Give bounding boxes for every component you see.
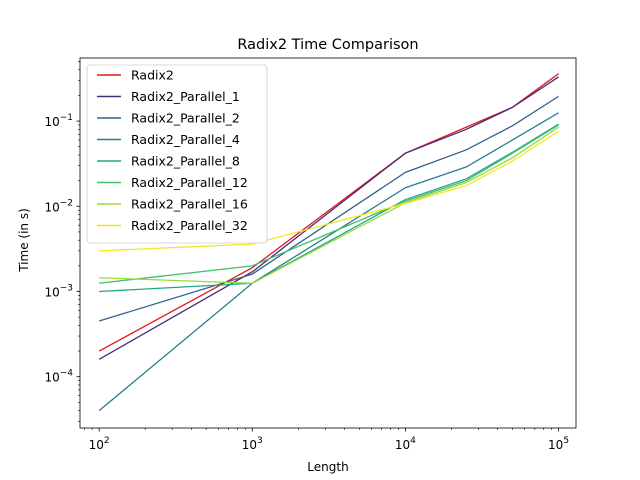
x-tick-label-2: 104	[395, 436, 416, 452]
x-tick-label-1: 103	[242, 436, 263, 452]
legend: Radix2 Radix2_Parallel_1 Radix2_Parallel_2…	[86, 64, 268, 244]
y-tick-label-2: 10−2	[44, 198, 73, 214]
series-line-6	[99, 126, 559, 284]
legend-entry-2: Radix2_Parallel_2	[131, 111, 240, 126]
series-line-1	[98, 76, 559, 360]
legend-entry-4: Radix2_Parallel_8	[131, 154, 240, 169]
legend-entry-7: Radix2_Parallel_32	[131, 218, 248, 233]
series-layer	[98, 73, 559, 412]
x-axis-label: Length	[307, 460, 348, 474]
series-line-5	[99, 124, 559, 284]
legend-entry-1: Radix2_Parallel_1	[131, 89, 240, 104]
legend-entry-0: Radix2	[131, 68, 174, 83]
y-axis-label: Time (in s)	[17, 208, 31, 273]
plot-frame	[79, 57, 577, 429]
chart-title: Radix2 Time Comparison	[237, 37, 418, 53]
x-tick-label-0: 102	[89, 436, 110, 452]
legend-entry-5: Radix2_Parallel_12	[131, 175, 248, 190]
x-tick-label-3: 105	[548, 436, 569, 452]
legend-entry-6: Radix2_Parallel_16	[131, 197, 248, 212]
legend-box	[86, 64, 268, 244]
y-tick-label-1: 10−3	[44, 283, 73, 299]
legend-entry-3: Radix2_Parallel_4	[131, 132, 240, 147]
series-line-3	[98, 112, 559, 412]
y-tick-label-3: 10−1	[44, 113, 73, 129]
series-line-4	[99, 123, 559, 293]
y-axis-ticks: 10−4 10−3 10−2 10−1	[44, 61, 80, 422]
y-tick-label-0: 10−4	[44, 369, 73, 385]
x-axis-ticks: 102 103 104 105	[83, 428, 569, 452]
series-line-7	[99, 130, 559, 252]
